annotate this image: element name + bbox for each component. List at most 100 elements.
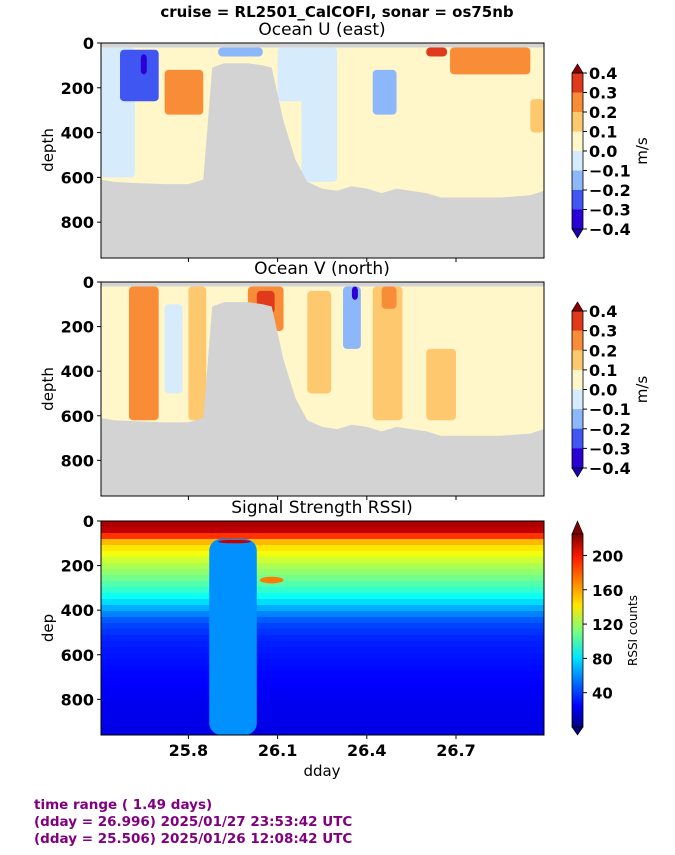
rssi-band: [101, 713, 544, 720]
x-tick-label: 26.1: [258, 741, 297, 760]
colorbar-tick-label: 0.4: [589, 302, 617, 321]
colorbar-tick-label: 0.2: [589, 103, 617, 122]
velocity-patch: [343, 286, 361, 349]
colorbar-segment: [572, 448, 583, 469]
colorbar-extend-bottom: [571, 467, 584, 478]
time-range-line: time range ( 1.49 days): [34, 797, 213, 813]
colorbar-tick-label: 0.1: [589, 123, 617, 142]
colorbar-segment: [572, 73, 583, 93]
rssi-band: [101, 671, 544, 678]
velocity-patch: [470, 51, 492, 70]
y-tick-label: 800: [61, 213, 94, 232]
rssi-band: [101, 611, 544, 618]
colorbar-segment: [572, 170, 583, 191]
velocity-patch: [140, 54, 147, 75]
colorbar-tick-label: −0.3: [589, 201, 631, 220]
colorbar-label: m/s: [633, 137, 651, 165]
rssi-band: [101, 719, 544, 726]
velocity-patch: [372, 286, 403, 421]
rssi-band: [101, 551, 544, 558]
velocity-patch: [307, 290, 332, 394]
colorbar-segment: [572, 428, 583, 449]
colorbar-segment: [572, 389, 583, 410]
y-tick-label: 400: [61, 362, 94, 381]
colorbar-tick-label: −0.1: [589, 400, 631, 419]
rssi-band: [101, 617, 544, 624]
x-axis-ticks: [187, 496, 457, 500]
colorbar-tick-label: 80: [592, 650, 613, 668]
rssi-band: [101, 533, 544, 540]
colorbar-gradient: [572, 534, 583, 727]
colorbar-label: m/s: [633, 376, 651, 404]
colorbar: 0.40.30.20.10.0−0.1−0.2−0.3−0.4 m/s: [571, 63, 651, 239]
colorbar-tick-label: 0.2: [589, 341, 617, 360]
rssi-band: [101, 641, 544, 648]
rssi-feature: [218, 539, 251, 544]
y-axis-label: dep: [39, 614, 57, 642]
rssi-band: [101, 563, 544, 570]
panel-title: Ocean V (north): [254, 259, 390, 279]
colorbar-extend-bottom: [571, 726, 584, 736]
velocity-patch: [372, 69, 397, 115]
y-tick-label: 600: [61, 646, 94, 665]
rssi-feature: [259, 576, 284, 584]
rssi-band: [101, 545, 544, 552]
y-tick-label: 200: [61, 79, 94, 98]
rssi-band: [101, 725, 544, 732]
y-tick-label: 200: [61, 557, 94, 576]
colorbar-segment: [572, 369, 583, 390]
y-axis-label: depth: [39, 367, 57, 411]
colorbar-tick-label: 0.4: [589, 64, 617, 83]
x-tick-label: 26.7: [436, 741, 475, 760]
velocity-patch: [485, 304, 544, 416]
plot-frame: [100, 281, 545, 497]
panel-rssi: Signal Strength RSSI) 0 200 400 600 800 25.8…: [39, 498, 640, 780]
y-axis: 0 200 400 600 800: [61, 512, 101, 709]
colorbar-segment: [572, 409, 583, 430]
velocity-patch: [301, 47, 338, 182]
rssi-band: [101, 629, 544, 636]
plot-frame: [100, 520, 545, 736]
colorbar-segment: [572, 350, 583, 371]
y-tick-label: 800: [61, 451, 94, 470]
colorbar-extend-top: [571, 520, 584, 535]
colorbar-segment: [572, 190, 583, 210]
colorbar-tick-label: 0.3: [589, 322, 617, 341]
heatmap-field: [101, 282, 544, 496]
colorbar-extend-top: [571, 301, 584, 312]
x-axis-label: dday: [303, 762, 340, 780]
plot-frame: [100, 42, 545, 259]
velocity-patch: [188, 286, 207, 421]
rssi-band: [101, 635, 544, 642]
velocity-patch: [120, 49, 159, 102]
figure-suptitle: cruise = RL2501_CalCOFI, sonar = os75nb: [160, 3, 514, 21]
rssi-band: [101, 593, 544, 600]
colorbar-extend-bottom: [571, 228, 584, 239]
colorbar: 200 160 120 80 40 RSSI counts: [571, 520, 640, 736]
seafloor-mask: [101, 63, 544, 258]
rssi-band: [101, 587, 544, 594]
colorbar-segment: [572, 330, 583, 351]
rssi-band: [101, 569, 544, 576]
rssi-band: [101, 653, 544, 660]
y-axis: 0 200 400 600 800: [61, 34, 101, 232]
colorbar-tick-label: −0.3: [589, 439, 631, 458]
colorbar-segment: [572, 131, 583, 152]
colorbar-tick-label: 0.3: [589, 84, 617, 103]
y-axis: 0 200 400 600 800: [61, 273, 101, 470]
rssi-band: [101, 695, 544, 702]
rssi-band: [101, 683, 544, 690]
rssi-band: [101, 539, 544, 546]
y-tick-label: 400: [61, 601, 94, 620]
colorbar-segment: [572, 311, 583, 331]
velocity-patch: [426, 47, 448, 57]
colorbar-tick-label: 0.0: [589, 142, 617, 161]
heatmap-field: [101, 521, 544, 735]
velocity-patch: [530, 98, 544, 133]
y-tick-label: 0: [83, 512, 94, 531]
rssi-band: [101, 605, 544, 612]
y-tick-label: 200: [61, 318, 94, 337]
x-tick-label: 25.8: [169, 741, 208, 760]
